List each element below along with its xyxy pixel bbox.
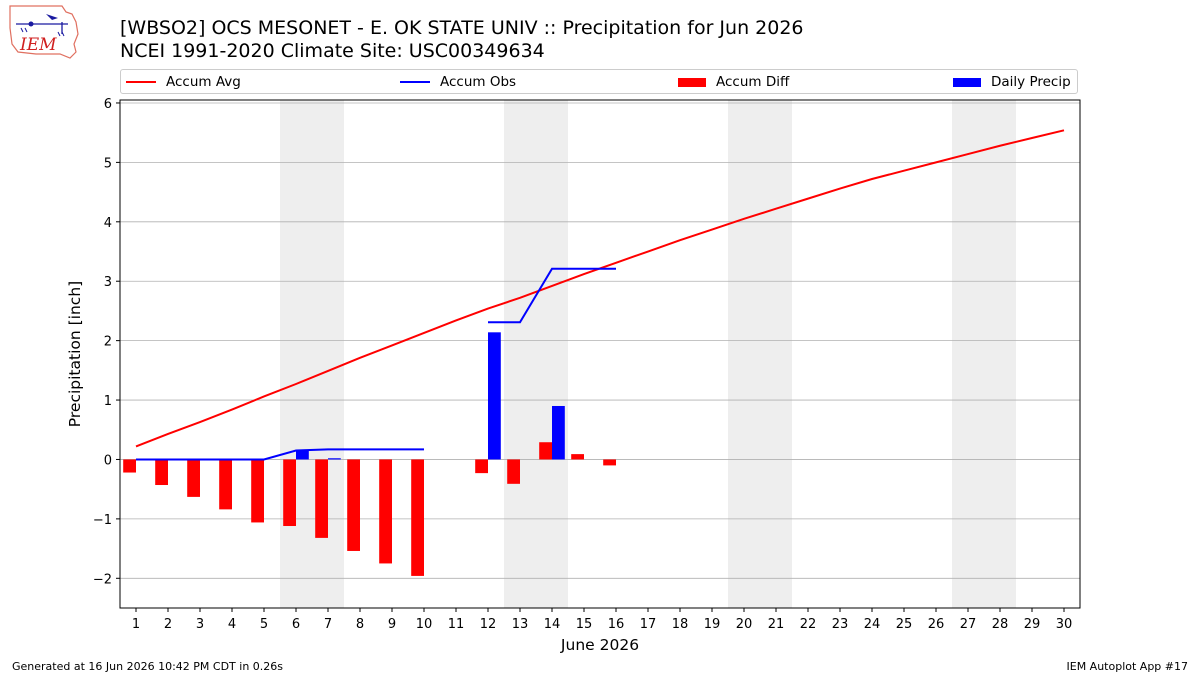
- y-tick-label: −2: [93, 572, 112, 587]
- plot-frame: [119, 99, 1081, 609]
- daily-precip-bar: [296, 450, 309, 460]
- accum-avg-swatch: [126, 81, 156, 83]
- legend-label-daily-precip: Daily Precip: [991, 74, 1071, 90]
- x-tick-label: 12: [480, 617, 497, 632]
- accum-diff-bar: [507, 459, 520, 484]
- x-tick-label: 13: [512, 617, 529, 632]
- y-axis-label: Precipitation [inch]: [66, 281, 84, 427]
- daily-precip-bar: [488, 332, 501, 460]
- y-tick-label: −1: [93, 513, 112, 528]
- y-tick-label: 1: [104, 394, 112, 409]
- x-tick-label: 18: [672, 617, 689, 632]
- weekend-shade: [952, 100, 1016, 608]
- accum-diff-bar: [475, 459, 488, 474]
- accum-obs-swatch: [400, 81, 430, 83]
- accum-diff-bar: [283, 459, 296, 527]
- accum-avg-line: [135, 129, 1065, 448]
- x-tick-label: 27: [960, 617, 977, 632]
- accum-obs-line: [488, 267, 616, 324]
- y-tick-label: 3: [104, 275, 112, 290]
- x-tick-label: 25: [896, 617, 913, 632]
- x-axis-label: June 2026: [560, 636, 639, 654]
- legend-label-accum-obs: Accum Obs: [440, 74, 517, 90]
- x-tick-label: 7: [324, 617, 332, 632]
- x-tick-label: 23: [832, 617, 849, 632]
- accum-diff-bar: [315, 459, 328, 538]
- accum-diff-bar: [539, 442, 552, 460]
- x-tick-label: 17: [640, 617, 657, 632]
- x-tick-label: 9: [388, 617, 396, 632]
- footer-generated: Generated at 16 Jun 2026 10:42 PM CDT in…: [12, 660, 284, 673]
- x-tick-label: 3: [196, 617, 204, 632]
- accum-diff-bar: [571, 454, 584, 460]
- x-tick-label: 26: [928, 617, 945, 632]
- chart-title: [WBSO2] OCS MESONET - E. OK STATE UNIV :…: [120, 17, 804, 39]
- accum-diff-bar: [347, 459, 360, 551]
- weekend-shade: [280, 100, 344, 608]
- x-tick-label: 5: [260, 617, 268, 632]
- accum-diff-bar: [603, 459, 616, 466]
- accum-diff-bar: [251, 459, 264, 523]
- accum-diff-swatch: [678, 77, 706, 87]
- y-tick-label: 0: [104, 453, 112, 468]
- legend-label-accum-diff: Accum Diff: [716, 74, 790, 90]
- daily-precip-bar: [328, 458, 341, 460]
- accum-diff-bar: [219, 459, 232, 510]
- daily-precip-bar: [552, 405, 565, 460]
- iem-logo: IEM: [9, 5, 79, 59]
- x-tick-label: 28: [992, 617, 1009, 632]
- legend-item-daily-precip: Daily Precip: [953, 73, 1071, 91]
- legend-item-accum-avg: Accum Avg: [126, 73, 241, 91]
- logo-text: IEM: [19, 35, 57, 55]
- accum-diff-bar: [379, 459, 392, 564]
- x-tick-label: 6: [292, 617, 300, 632]
- x-tick-label: 22: [800, 617, 817, 632]
- accum-diff-bar: [155, 459, 168, 486]
- weekend-shade: [728, 100, 792, 608]
- x-tick-label: 2: [164, 617, 172, 632]
- x-tick-label: 11: [448, 617, 465, 632]
- footer-app: IEM Autoplot App #17: [1066, 660, 1189, 673]
- x-tick-label: 30: [1056, 617, 1073, 632]
- daily-precip-swatch: [953, 77, 981, 87]
- accum-obs-line: [136, 448, 424, 461]
- x-tick-label: 21: [768, 617, 785, 632]
- legend: Accum Avg Accum Obs Accum Diff Daily Pre…: [120, 69, 1078, 94]
- x-tick-label: 19: [704, 617, 721, 632]
- y-tick-label: 2: [104, 335, 112, 350]
- x-tick-label: 24: [864, 617, 881, 632]
- legend-label-accum-avg: Accum Avg: [166, 74, 241, 90]
- x-tick-label: 1: [132, 617, 140, 632]
- y-tick-label: 6: [104, 97, 112, 112]
- x-tick-label: 20: [736, 617, 753, 632]
- weekend-shade: [504, 100, 568, 608]
- x-tick-label: 15: [576, 617, 593, 632]
- accum-diff-bar: [123, 459, 136, 473]
- x-tick-label: 29: [1024, 617, 1041, 632]
- legend-item-accum-obs: Accum Obs: [400, 73, 516, 91]
- accum-diff-bar: [187, 459, 200, 497]
- accum-diff-bar: [411, 459, 424, 576]
- x-tick-label: 14: [544, 617, 561, 632]
- x-tick-label: 8: [356, 617, 364, 632]
- y-tick-label: 5: [104, 156, 112, 171]
- legend-item-accum-diff: Accum Diff: [678, 73, 789, 91]
- y-tick-label: 4: [104, 216, 112, 231]
- chart-subtitle: NCEI 1991-2020 Climate Site: USC00349634: [120, 40, 545, 62]
- x-tick-label: 4: [228, 617, 236, 632]
- x-tick-label: 10: [416, 617, 433, 632]
- x-tick-label: 16: [608, 617, 625, 632]
